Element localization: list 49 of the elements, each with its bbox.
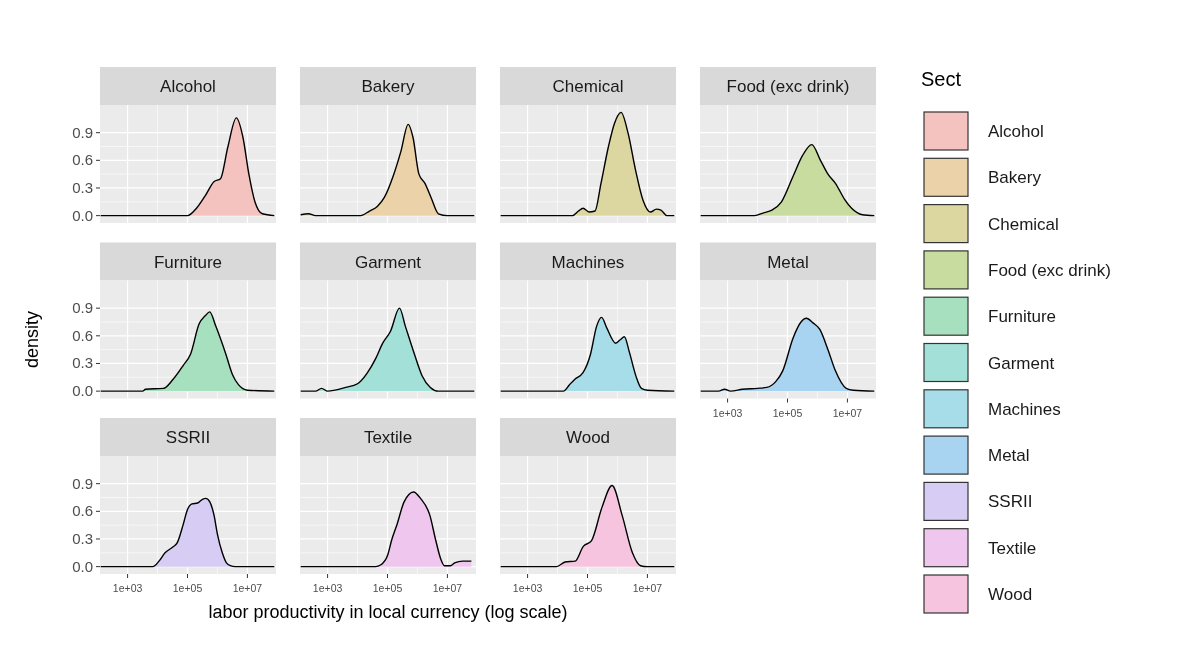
x-tick-label: 1e+03 [512,582,543,594]
legend-label: Alcohol [988,122,1044,141]
legend-label: Machines [988,399,1061,419]
y-tick-label: 0.0 [72,557,93,575]
chart-title: Machines [551,252,625,272]
chart-title: Textile [363,428,413,447]
chart-title: SSRII [165,428,211,447]
legend-title: Sect [921,68,962,90]
y-tick-label: 0.3 [72,354,93,372]
chart-title: Bakery [361,77,415,96]
y-tick-label: 0.3 [72,529,93,547]
y-tick-label: 0.9 [72,123,93,141]
chart-title: Chemical [552,77,624,96]
y-tick-label: 0.0 [72,206,93,224]
x-tick-label: 1e+07 [432,582,463,594]
x-axis-title: labor productivity in local currency (log scale) [208,602,568,622]
legend-label: Textile [988,538,1037,558]
chart-title: Garment [354,252,422,272]
x-tick-label: 1e+05 [172,582,203,594]
chart-title: Metal [767,252,809,272]
legend-label: Garment [988,353,1055,373]
chart-title: Wood [565,428,611,447]
x-tick-label: 1e+03 [712,406,743,419]
y-tick-label: 0.9 [72,299,93,317]
y-tick-label: 0.6 [72,502,93,520]
legend-label: Furniture [988,307,1057,327]
legend-label: Chemical [988,214,1059,234]
chart-title: Alcohol [160,77,216,96]
chart-title: Furniture [153,252,223,272]
legend-label: SSRII [988,492,1033,512]
x-tick-label: 1e+03 [312,582,343,594]
y-tick-label: 0.6 [72,326,93,344]
x-tick-label: 1e+05 [572,582,603,594]
legend-label: Wood [988,585,1033,604]
x-tick-label: 1e+07 [832,406,863,419]
legend-label: Food (exc drink) [988,260,1111,280]
y-tick-label: 0.6 [72,151,93,169]
legend-label: Bakery [988,168,1042,188]
y-axis-title: density [22,310,42,369]
y-tick-label: 0.0 [72,382,93,400]
x-tick-label: 1e+07 [632,582,663,594]
x-tick-label: 1e+05 [772,406,803,419]
y-tick-label: 0.9 [72,474,93,492]
x-tick-label: 1e+03 [112,582,143,594]
x-tick-label: 1e+05 [372,582,403,594]
x-tick-label: 1e+07 [232,582,263,594]
legend-label: Metal [988,446,1030,466]
chart-title: Food (exc drink) [726,77,850,96]
y-tick-label: 0.3 [72,178,93,196]
